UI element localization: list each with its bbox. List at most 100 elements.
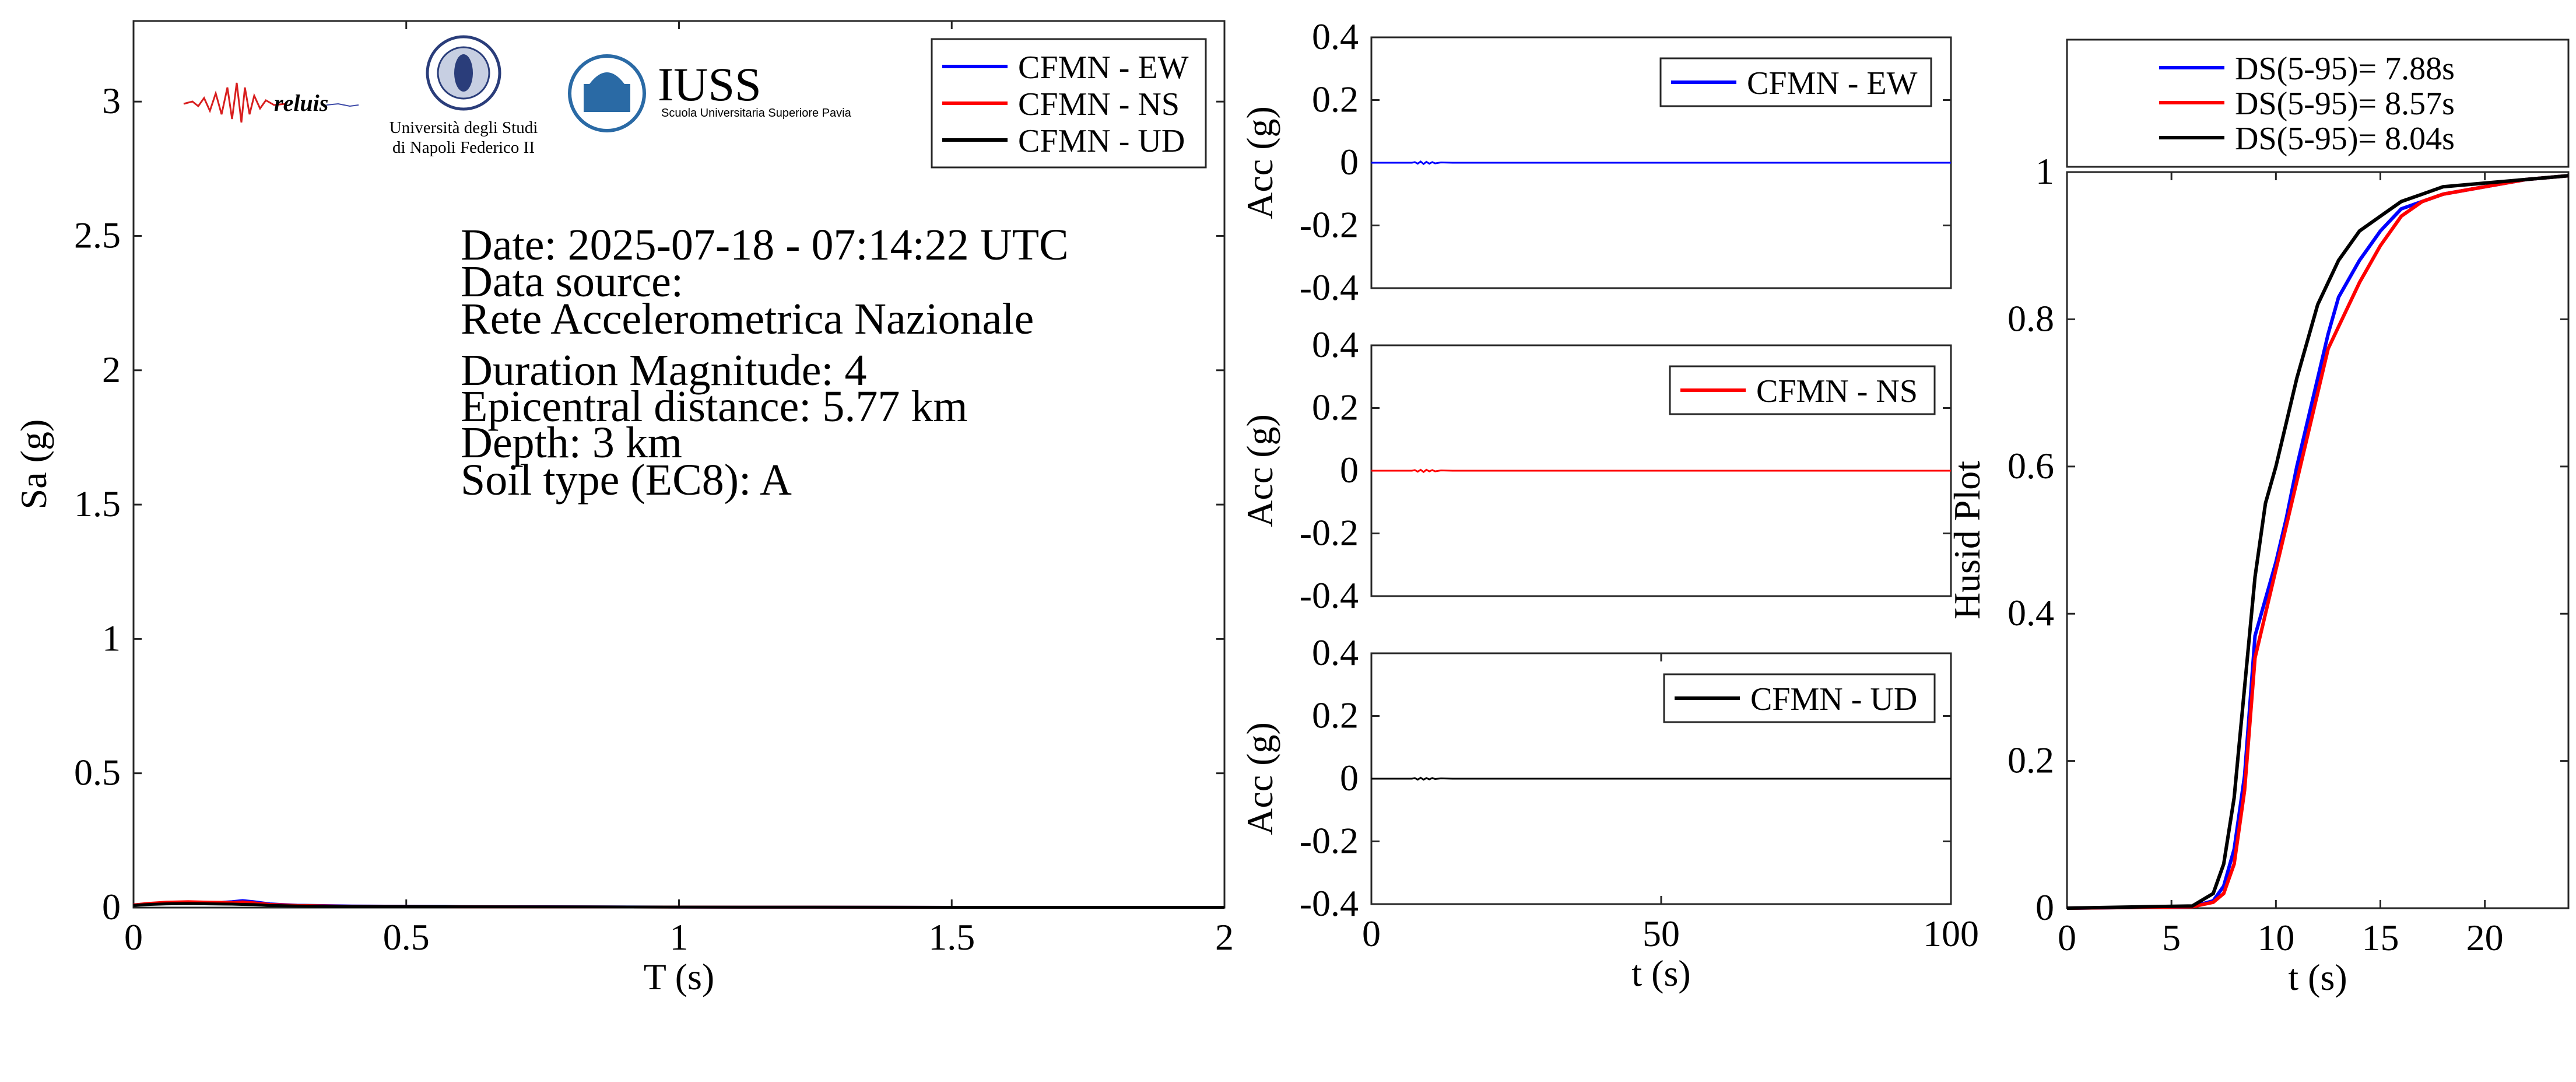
soil-type: Soil type (EC8): A (461, 456, 792, 505)
x-axis-label: t (s) (1631, 953, 1690, 994)
y-tick-label: 0.2 (1312, 79, 1359, 120)
x-tick-label: 0 (1362, 913, 1381, 954)
y-axis-label: Husid Plot (1946, 461, 1988, 619)
y-tick-label: -0.2 (1300, 820, 1359, 862)
y-tick-label: 0 (1340, 141, 1359, 183)
legend-box (2066, 38, 2570, 168)
iuss-logo-subtitle: Scuola Universitaria Superiore Pavia (661, 107, 852, 120)
legend-label: CFMN - NS (1018, 86, 1180, 122)
legend-box (1663, 673, 1936, 723)
y-tick-label: 0.4 (1312, 632, 1359, 673)
y-tick-label: 0 (1340, 449, 1359, 491)
x-tick-label: 100 (1923, 913, 1979, 954)
depth: Depth: 3 km (461, 418, 682, 467)
y-tick-label: -0.4 (1300, 883, 1359, 924)
x-tick-label: 0.5 (383, 916, 430, 958)
x-tick-label: 1.5 (928, 916, 975, 958)
epicentral-distance: Epicentral distance: 5.77 km (461, 382, 968, 431)
response-spectrum-chart: 0 0.5 1 1.5 2 2.5 3 0 0.5 1 1.5 2 Sa (g) T (s) CFMN - … (13, 20, 1234, 997)
legend-label: CFMN - UD (1750, 681, 1917, 717)
y-tick-label: -0.2 (1300, 512, 1359, 554)
x-tick-label: 15 (2362, 917, 2399, 958)
legend-label: CFMN - NS (1756, 373, 1918, 409)
legend-label: DS(5-95)= 7.88s (2235, 51, 2455, 87)
series-line-0 (1371, 468, 1951, 473)
y-tick-label: 3 (102, 80, 121, 121)
y-axis-label: Sa (g) (13, 419, 54, 510)
y-tick-label: 0.5 (74, 752, 121, 793)
y-axis-label: Acc (g) (1239, 106, 1280, 219)
y-tick-label: 0.2 (1312, 695, 1359, 736)
unina-logo-line1: Università degli Studi (389, 118, 538, 137)
y-tick-label: -0.4 (1300, 267, 1359, 308)
y-tick-label: 0 (102, 886, 121, 927)
acc-ns-chart: 0.4 0.2 0 -0.2 -0.4 Acc (g) CFMN - NS (1239, 324, 1952, 616)
event-date: Date: 2025-07-18 - 07:14:22 UTC (461, 220, 1069, 269)
series-line-2 (133, 902, 1224, 909)
legend: CFMN - NS (1669, 365, 1936, 415)
y-tick-label: 1 (2035, 150, 2054, 192)
unina-seal-figure-icon (454, 54, 473, 92)
x-axis-label: t (s) (2288, 957, 2347, 998)
y-tick-label: 0.6 (2008, 445, 2054, 486)
legend: CFMN - EW (1659, 57, 1932, 107)
duration-magnitude: Duration Magnitude: 4 (461, 346, 867, 395)
reluis-waveform-icon (183, 82, 286, 123)
x-tick-label: 2 (1215, 916, 1234, 958)
x-axis-label: T (s) (644, 956, 714, 997)
legend-label: DS(5-95)= 8.57s (2235, 86, 2455, 122)
y-tick-label: 0.2 (1312, 387, 1359, 428)
legend-box (1659, 57, 1932, 107)
acc-ew-chart: 0.4 0.2 0 -0.2 -0.4 Acc (g) CFMN - EW (1239, 16, 1952, 308)
unina-logo-line2: di Napoli Federico II (392, 138, 535, 157)
plot-area (2066, 171, 2570, 909)
y-tick-label: 0.8 (2008, 297, 2054, 339)
iuss-building-icon (584, 84, 630, 112)
logo-group: reluis Università degli Studi di Napoli … (183, 35, 852, 157)
reluis-logo: reluis (183, 82, 359, 123)
plot-area (132, 20, 1226, 909)
x-tick-label: 10 (2257, 917, 2294, 958)
legend: CFMN - UD (1663, 673, 1936, 723)
y-tick-label: 0 (1340, 757, 1359, 799)
x-tick-label: 0 (124, 916, 143, 958)
y-tick-label: 0 (2035, 887, 2054, 928)
series-line-0 (1371, 776, 1951, 781)
legend-label: DS(5-95)= 8.04s (2235, 121, 2455, 157)
x-tick-label: 50 (1643, 913, 1680, 954)
y-tick-label: 2.5 (74, 214, 121, 255)
y-tick-label: 0.4 (1312, 324, 1359, 365)
y-tick-label: 1 (102, 617, 121, 659)
series-line-0 (1371, 160, 1951, 166)
series-line-1 (2066, 174, 2569, 910)
legend-box (1669, 365, 1936, 415)
iuss-dome-icon (589, 72, 624, 84)
y-tick-label: -0.2 (1300, 204, 1359, 246)
legend-label: CFMN - EW (1018, 50, 1189, 86)
legend-label: CFMN - EW (1747, 65, 1918, 101)
reluis-waveform-tail-icon (326, 103, 359, 107)
x-tick-label: 5 (2162, 917, 2181, 958)
data-source-label: Data source: (461, 257, 683, 306)
iuss-logo: IUSS Scuola Universitaria Superiore Pavi… (568, 54, 852, 132)
legend-label: CFMN - UD (1018, 123, 1185, 159)
y-axis-label: Acc (g) (1239, 722, 1280, 835)
y-tick-label: 0.4 (2008, 592, 2054, 633)
y-tick-label: 1.5 (74, 483, 121, 524)
y-tick-label: -0.4 (1300, 575, 1359, 616)
data-source-value: Rete Accelerometrica Nazionale (461, 295, 1034, 344)
event-info: Date: 2025-07-18 - 07:14:22 UTC Data sou… (461, 220, 1069, 505)
y-axis-label: Acc (g) (1239, 414, 1280, 527)
x-tick-label: 1 (670, 916, 689, 958)
y-tick-label: 0.4 (1312, 16, 1359, 57)
y-tick-label: 2 (102, 349, 121, 390)
x-tick-label: 0 (2058, 917, 2076, 958)
iuss-logo-text: IUSS (658, 58, 761, 111)
y-tick-label: 0.2 (2008, 740, 2054, 781)
series-line-2 (2066, 174, 2569, 910)
